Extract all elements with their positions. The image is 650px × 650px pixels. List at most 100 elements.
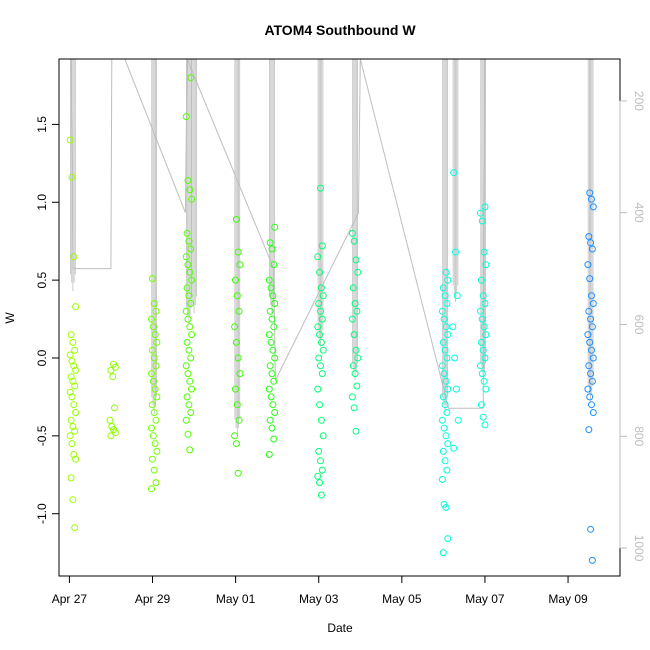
data-point [67, 416, 75, 424]
data-point [454, 416, 462, 424]
data-point [71, 524, 79, 532]
data-point [234, 354, 242, 362]
data-point [481, 354, 489, 362]
data-point [70, 253, 78, 261]
data-point [478, 370, 486, 378]
data-point [586, 189, 594, 197]
data-point [439, 447, 447, 455]
data-point [586, 275, 594, 283]
data-point [153, 338, 161, 346]
data-point [316, 268, 324, 276]
data-point [480, 377, 488, 385]
data-point [351, 370, 359, 378]
data-point [479, 413, 487, 421]
data-point [66, 432, 74, 440]
data-point [441, 346, 449, 354]
data-point [478, 315, 486, 323]
data-point [148, 315, 155, 323]
data-point [450, 444, 458, 452]
data-point [442, 268, 450, 276]
data-point [585, 233, 593, 240]
data-point [441, 457, 449, 465]
data-point [265, 451, 273, 458]
chart-title: ATOM4 Southbound W [264, 22, 416, 38]
data-point [152, 362, 160, 370]
data-point [184, 370, 192, 378]
y-tick-label: 1.0 [35, 194, 49, 211]
data-point [268, 370, 276, 378]
data-point [449, 323, 457, 331]
data-point [589, 354, 597, 362]
data-point [450, 169, 458, 177]
y-tick-label: 1.5 [35, 116, 49, 133]
data-point [234, 248, 242, 256]
data-point [184, 261, 192, 269]
data-point [453, 292, 461, 300]
data-point [148, 401, 156, 409]
data-point [266, 307, 274, 315]
data-point [585, 362, 593, 370]
right-tick-label: 600 [632, 314, 646, 334]
data-point [183, 284, 191, 292]
data-point [481, 421, 489, 429]
data-point [348, 315, 356, 323]
data-point [352, 346, 360, 354]
data-point [111, 404, 118, 412]
data-point [352, 427, 360, 435]
data-point [184, 315, 192, 323]
data-point [317, 284, 325, 292]
data-point [318, 466, 326, 474]
y-tick-label: 0.0 [35, 349, 49, 366]
data-point [231, 323, 239, 331]
data-point [443, 300, 451, 307]
data-point [269, 401, 277, 409]
data-point [148, 424, 155, 432]
data-point [266, 362, 274, 370]
data-point [185, 401, 193, 409]
data-point [353, 307, 361, 315]
data-point [186, 446, 194, 454]
data-point [266, 239, 274, 247]
data-point [350, 237, 358, 245]
data-point [109, 373, 117, 381]
data-point [152, 416, 160, 424]
y-tick-label: -0.5 [35, 425, 49, 446]
data-point [186, 186, 194, 194]
data-point [477, 209, 484, 217]
data-point [478, 217, 486, 225]
data-point [72, 366, 80, 374]
data-point [588, 377, 596, 385]
data-point [588, 292, 595, 300]
y-tick-label: 0.5 [35, 271, 49, 288]
data-point [70, 401, 78, 409]
data-point [187, 409, 195, 416]
data-point [69, 423, 77, 430]
data-point [441, 401, 449, 409]
data-point [349, 284, 357, 292]
data-point [479, 346, 487, 354]
data-point [479, 292, 487, 300]
data-point [183, 338, 191, 346]
data-point [589, 203, 597, 211]
data-point [443, 354, 451, 362]
data-point [444, 535, 452, 543]
data-point [480, 248, 488, 256]
data-point [588, 346, 595, 354]
data-point [265, 385, 273, 393]
data-point [477, 362, 484, 370]
data-point [314, 253, 322, 261]
data-point [439, 549, 447, 557]
data-point [186, 323, 194, 331]
data-point [232, 338, 240, 346]
data-point [317, 307, 324, 315]
data-point [354, 354, 362, 362]
data-point [271, 223, 279, 231]
data-point [68, 173, 76, 181]
data-point [187, 245, 195, 253]
data-point [235, 416, 243, 424]
data-point [148, 275, 156, 283]
data-point [482, 385, 490, 393]
data-point [186, 268, 194, 276]
data-point [235, 307, 243, 315]
